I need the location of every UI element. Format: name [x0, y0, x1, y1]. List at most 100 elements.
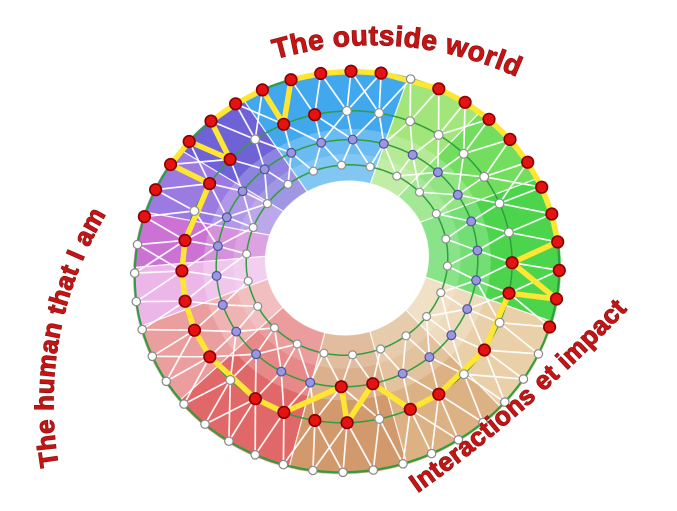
- graph-node[interactable]: [518, 374, 529, 384]
- graph-node[interactable]: [365, 162, 375, 172]
- red-node[interactable]: [366, 377, 380, 391]
- red-node[interactable]: [549, 292, 564, 306]
- red-node[interactable]: [203, 177, 217, 191]
- red-node[interactable]: [308, 108, 322, 122]
- red-node[interactable]: [223, 152, 237, 166]
- graph-node[interactable]: [131, 296, 142, 307]
- red-node[interactable]: [432, 82, 446, 96]
- graph-node[interactable]: [161, 376, 172, 387]
- red-node[interactable]: [182, 134, 196, 149]
- graph-node[interactable]: [253, 301, 263, 311]
- graph-node[interactable]: [462, 304, 473, 315]
- red-node[interactable]: [545, 207, 559, 221]
- red-node[interactable]: [248, 392, 262, 406]
- graph-node[interactable]: [441, 234, 451, 244]
- red-node[interactable]: [458, 95, 472, 109]
- graph-node[interactable]: [237, 186, 248, 197]
- graph-node[interactable]: [231, 326, 242, 337]
- graph-node[interactable]: [431, 209, 441, 219]
- graph-node[interactable]: [316, 137, 327, 148]
- graph-node[interactable]: [453, 434, 464, 445]
- graph-node[interactable]: [278, 459, 289, 470]
- graph-node[interactable]: [378, 138, 389, 149]
- graph-node[interactable]: [251, 349, 262, 360]
- graph-node[interactable]: [305, 377, 316, 388]
- graph-node[interactable]: [250, 449, 260, 460]
- graph-node[interactable]: [405, 116, 416, 127]
- graph-node[interactable]: [446, 330, 457, 341]
- red-node[interactable]: [164, 157, 178, 172]
- graph-node[interactable]: [276, 366, 287, 377]
- graph-node[interactable]: [250, 134, 261, 145]
- graph-node[interactable]: [132, 239, 143, 250]
- graph-node[interactable]: [217, 299, 228, 310]
- graph-node[interactable]: [242, 249, 252, 259]
- graph-node[interactable]: [432, 167, 443, 178]
- graph-node[interactable]: [458, 148, 469, 159]
- red-node[interactable]: [204, 114, 218, 128]
- graph-node[interactable]: [147, 351, 158, 362]
- graph-node[interactable]: [436, 288, 446, 298]
- graph-node[interactable]: [479, 171, 490, 182]
- graph-node[interactable]: [533, 349, 544, 359]
- graph-node[interactable]: [458, 369, 469, 380]
- graph-node[interactable]: [243, 276, 253, 286]
- red-node[interactable]: [551, 235, 565, 249]
- red-node[interactable]: [187, 323, 202, 337]
- graph-node[interactable]: [259, 164, 270, 175]
- red-node[interactable]: [137, 210, 151, 224]
- graph-node[interactable]: [336, 160, 347, 170]
- graph-node[interactable]: [466, 216, 477, 227]
- red-node[interactable]: [277, 405, 291, 420]
- red-node[interactable]: [344, 64, 358, 78]
- graph-node[interactable]: [374, 108, 385, 119]
- graph-node[interactable]: [262, 199, 272, 209]
- graph-node[interactable]: [286, 147, 297, 158]
- red-node[interactable]: [502, 286, 516, 300]
- graph-node[interactable]: [414, 187, 425, 197]
- graph-node[interactable]: [179, 399, 189, 409]
- red-node[interactable]: [277, 117, 291, 131]
- graph-node[interactable]: [221, 212, 232, 223]
- graph-node[interactable]: [341, 105, 352, 116]
- graph-node[interactable]: [442, 261, 452, 271]
- red-node[interactable]: [374, 66, 388, 80]
- graph-node[interactable]: [137, 324, 147, 335]
- red-node[interactable]: [521, 155, 535, 169]
- graph-node[interactable]: [401, 331, 411, 341]
- graph-node[interactable]: [478, 417, 488, 428]
- graph-node[interactable]: [225, 375, 236, 386]
- graph-node[interactable]: [129, 268, 140, 278]
- graph-node[interactable]: [319, 348, 329, 358]
- graph-node[interactable]: [211, 270, 222, 281]
- red-node[interactable]: [482, 112, 496, 126]
- red-node[interactable]: [432, 387, 446, 401]
- graph-node[interactable]: [248, 222, 258, 233]
- red-node[interactable]: [175, 264, 189, 278]
- red-node[interactable]: [477, 343, 492, 357]
- graph-node[interactable]: [189, 205, 200, 216]
- graph-node[interactable]: [499, 397, 510, 407]
- red-node[interactable]: [255, 83, 270, 97]
- graph-node[interactable]: [347, 134, 358, 145]
- red-node[interactable]: [542, 320, 557, 334]
- red-node[interactable]: [403, 402, 417, 416]
- graph-node[interactable]: [392, 171, 402, 181]
- red-node[interactable]: [178, 233, 192, 247]
- graph-node[interactable]: [424, 352, 435, 363]
- red-node[interactable]: [203, 350, 217, 364]
- graph-node[interactable]: [452, 189, 463, 200]
- graph-node[interactable]: [283, 179, 293, 189]
- graph-node[interactable]: [471, 275, 482, 286]
- graph-node[interactable]: [426, 448, 437, 459]
- red-node[interactable]: [340, 416, 354, 430]
- graph-node[interactable]: [338, 467, 348, 478]
- red-node[interactable]: [334, 380, 348, 394]
- graph-node[interactable]: [376, 344, 386, 354]
- red-node[interactable]: [314, 66, 328, 81]
- graph-node[interactable]: [405, 74, 416, 84]
- graph-node[interactable]: [503, 227, 514, 238]
- graph-node[interactable]: [308, 166, 318, 176]
- red-node[interactable]: [178, 294, 192, 308]
- red-node[interactable]: [505, 256, 519, 270]
